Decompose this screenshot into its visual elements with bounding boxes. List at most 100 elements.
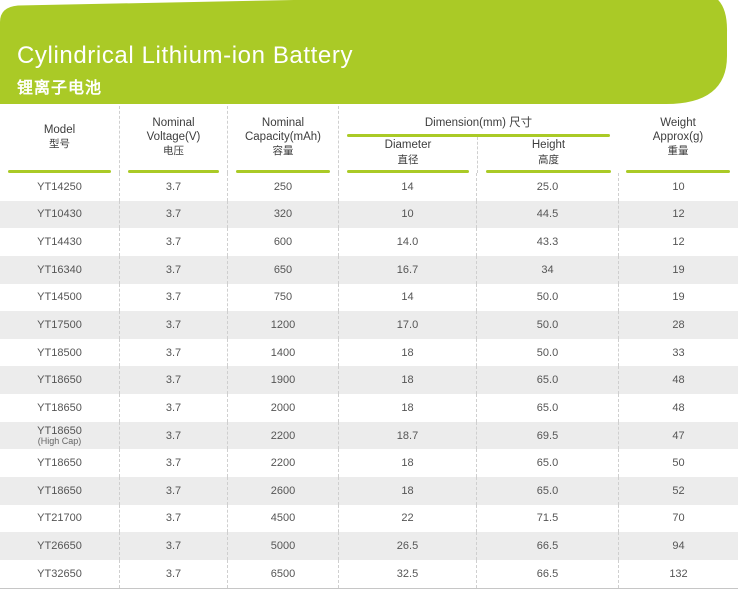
- model-value: YT16340: [37, 263, 82, 276]
- cell-voltage: 3.7: [119, 283, 227, 312]
- model-value: YT18650: [37, 401, 82, 414]
- page-subtitle: 锂离子电池: [17, 80, 103, 97]
- header-voltage: Nominal Voltage(V) 电压: [119, 106, 227, 173]
- header-underline: [236, 170, 330, 173]
- table-row: YT26650 3.7 5000 26.5 66.5 94: [0, 532, 738, 560]
- cell-capacity: 650: [227, 255, 338, 284]
- header-dimension-text: Dimension(mm) 尺寸: [424, 116, 533, 129]
- cell-capacity: 2000: [227, 394, 338, 422]
- header-underline: [626, 170, 730, 173]
- cell-capacity: 2600: [227, 477, 338, 505]
- cell-weight: 50: [618, 449, 738, 478]
- table-row: YT18650 3.7 2200 18 65.0 50: [0, 449, 738, 478]
- table-row: YT14500 3.7 750 14 50.0 19: [0, 283, 738, 312]
- cell-model: YT18650: [0, 394, 119, 422]
- header-underline: [128, 170, 219, 173]
- header-capacity-line2: Capacity(mAh): [244, 130, 322, 143]
- header-diameter: Diameter 直径: [339, 137, 477, 173]
- cell-diameter: 10: [338, 200, 476, 229]
- cell-weight: 28: [618, 311, 738, 339]
- cell-voltage: 3.7: [119, 449, 227, 478]
- cell-model: YT26650: [0, 532, 119, 560]
- cell-voltage: 3.7: [119, 228, 227, 256]
- cell-weight: 10: [618, 173, 738, 201]
- header-model-en: Model: [43, 123, 76, 136]
- cell-height: 65.0: [476, 366, 618, 395]
- cell-diameter: 14.0: [338, 228, 476, 256]
- cell-weight: 52: [618, 477, 738, 505]
- cell-weight: 19: [618, 283, 738, 312]
- cell-height: 50.0: [476, 338, 618, 367]
- model-value: YT32650: [37, 567, 82, 580]
- header-underline: [8, 170, 111, 173]
- header-dimension-group: Dimension(mm) 尺寸 Diameter 直径 Height 高度: [338, 106, 618, 173]
- cell-voltage: 3.7: [119, 311, 227, 339]
- header-capacity: Nominal Capacity(mAh) 容量: [227, 106, 338, 173]
- cell-diameter: 18.7: [338, 421, 476, 450]
- model-value: YT14500: [37, 291, 82, 304]
- cell-model: YT18650: [0, 449, 119, 477]
- cell-weight: 94: [618, 532, 738, 560]
- table-row: YT16340 3.7 650 16.7 34 19: [0, 255, 738, 284]
- table-body: YT14250 3.7 250 14 25.0 10 YT10430 3.7 3…: [0, 173, 738, 589]
- header-capacity-line1: Nominal: [261, 116, 305, 129]
- header-model-zh: 型号: [49, 138, 70, 151]
- header-weight-zh: 重量: [667, 145, 689, 158]
- model-value: YT18650: [37, 484, 82, 497]
- cell-capacity: 2200: [227, 449, 338, 478]
- table-header: Model 型号 Nominal Voltage(V) 电压 Nominal C…: [0, 106, 738, 173]
- table-row: YT14250 3.7 250 14 25.0 10: [0, 173, 738, 201]
- cell-capacity: 250: [227, 173, 338, 201]
- cell-model: YT16340: [0, 256, 119, 284]
- cell-diameter: 18: [338, 477, 476, 505]
- cell-model: YT10430: [0, 201, 119, 229]
- cell-height: 25.0: [476, 173, 618, 201]
- header-diameter-zh: 直径: [397, 153, 419, 166]
- cell-diameter: 32.5: [338, 559, 476, 588]
- cell-capacity: 2200: [227, 421, 338, 450]
- cell-weight: 47: [618, 421, 738, 450]
- page-title: Cylindrical Lithium-ion Battery: [17, 42, 354, 69]
- cell-weight: 12: [618, 228, 738, 256]
- cell-height: 69.5: [476, 421, 618, 450]
- header-underline: [486, 170, 611, 173]
- header-weight-line2: Approx(g): [652, 130, 704, 143]
- model-value: YT21700: [37, 512, 82, 525]
- header-voltage-zh: 电压: [163, 145, 184, 158]
- cell-model: YT32650: [0, 560, 119, 588]
- header-voltage-line2: Voltage(V): [146, 130, 201, 143]
- header-dimension-subcolumns: Diameter 直径 Height 高度: [339, 137, 618, 173]
- cell-height: 65.0: [476, 449, 618, 478]
- cell-model: YT14430: [0, 228, 119, 256]
- model-value: YT18650: [37, 457, 82, 470]
- cell-height: 66.5: [476, 559, 618, 588]
- cell-capacity: 4500: [227, 504, 338, 533]
- cell-height: 43.3: [476, 228, 618, 256]
- header-diameter-en: Diameter: [384, 139, 432, 152]
- cell-model: YT14250: [0, 173, 119, 201]
- cell-diameter: 26.5: [338, 532, 476, 560]
- header-height-zh: 高度: [538, 153, 559, 166]
- cell-weight: 132: [618, 559, 738, 588]
- cell-voltage: 3.7: [119, 338, 227, 367]
- cell-height: 71.5: [476, 504, 618, 533]
- cell-height: 34: [476, 255, 618, 284]
- model-value: YT17500: [37, 318, 82, 331]
- cell-capacity: 750: [227, 283, 338, 312]
- cell-capacity: 320: [227, 200, 338, 229]
- header-weight: Weight Approx(g) 重量: [618, 106, 738, 173]
- dimension-group-underline: [347, 134, 610, 137]
- cell-diameter: 18: [338, 394, 476, 422]
- cell-voltage: 3.7: [119, 200, 227, 229]
- header-capacity-zh: 容量: [272, 145, 294, 158]
- table-row: YT18650 (High Cap) 3.7 2200 18.7 69.5 47: [0, 421, 738, 450]
- cell-model: YT18650: [0, 477, 119, 505]
- cell-model: YT17500: [0, 311, 119, 339]
- cell-diameter: 17.0: [338, 311, 476, 339]
- model-value: YT14430: [37, 236, 82, 249]
- cell-model: YT18650: [0, 366, 119, 394]
- cell-capacity: 600: [227, 228, 338, 256]
- cell-height: 50.0: [476, 311, 618, 339]
- table-row: YT21700 3.7 4500 22 71.5 70: [0, 504, 738, 533]
- header-model: Model 型号: [0, 106, 119, 173]
